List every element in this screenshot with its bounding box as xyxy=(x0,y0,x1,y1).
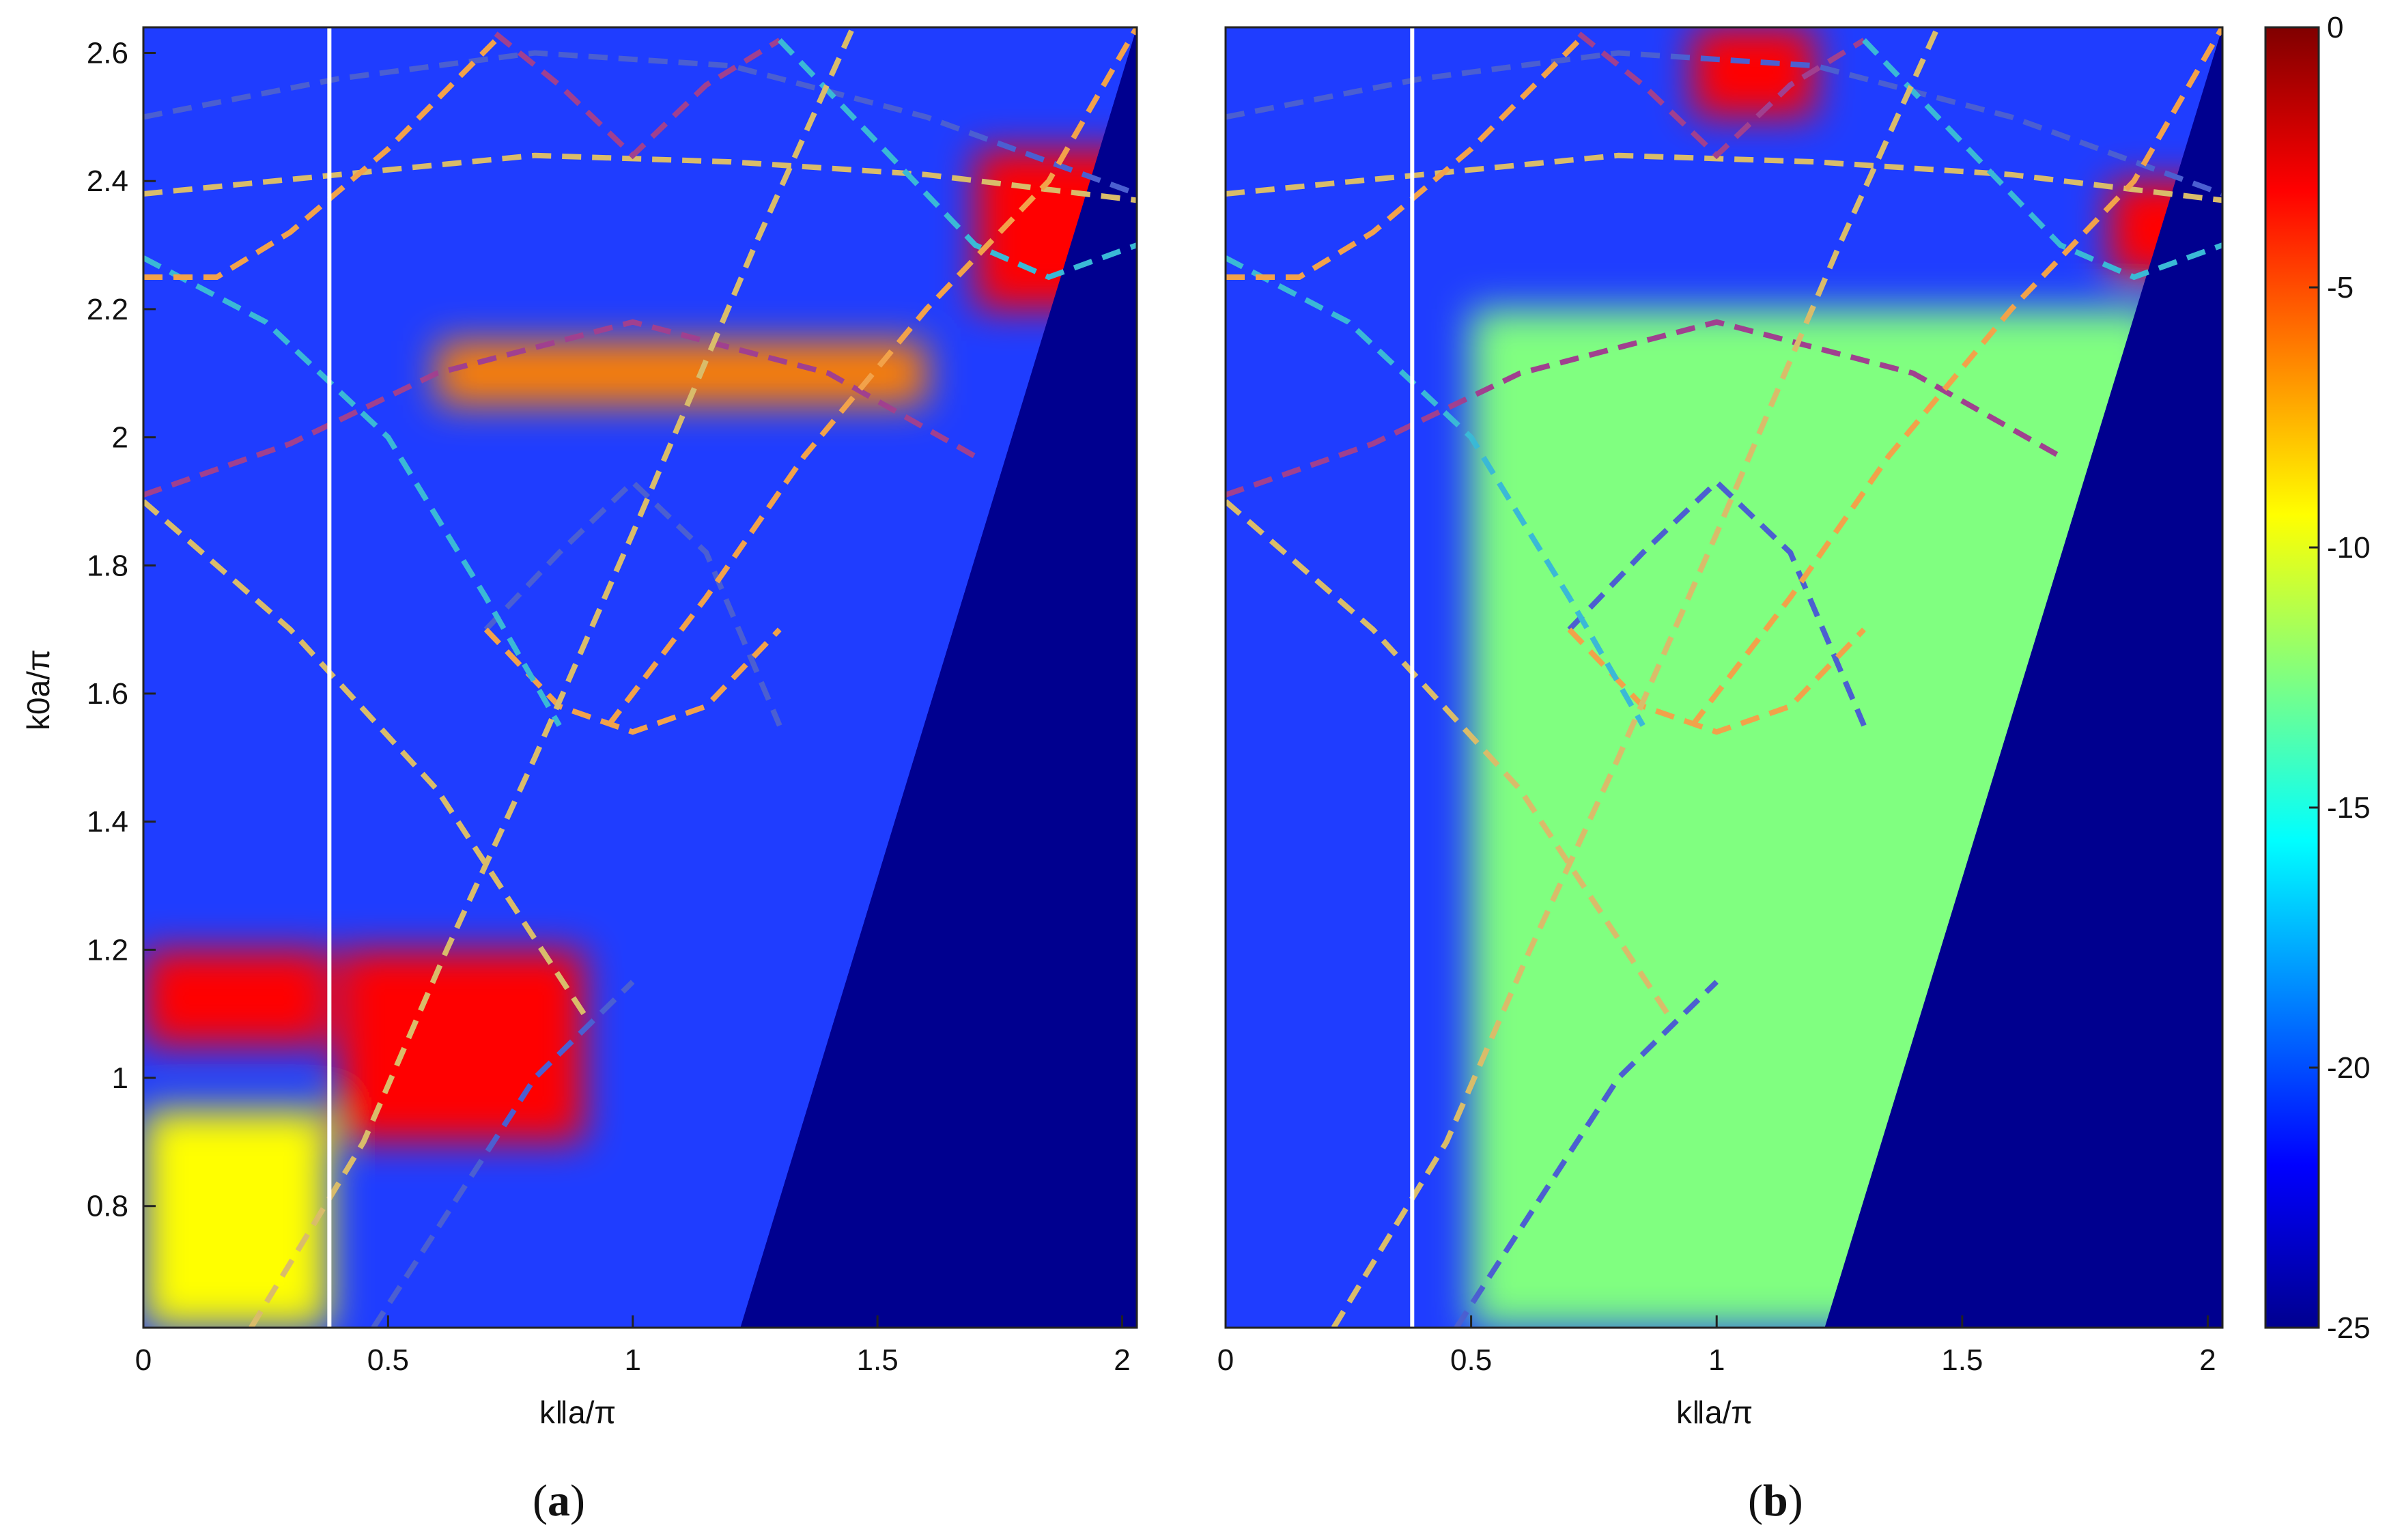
x-tick-label: 2 xyxy=(1114,1343,1130,1377)
colorbar-gradient xyxy=(2264,26,2320,1329)
dashed-curve-band-11 xyxy=(249,27,856,1328)
dashed-curve-band-12 xyxy=(371,980,635,1328)
x-tick-label: 0.5 xyxy=(1450,1343,1492,1377)
dashed-curve-band-10 xyxy=(777,38,1137,281)
panel-caption-a: (a) xyxy=(533,1476,585,1526)
y-tick-label: 1.4 xyxy=(87,805,128,839)
y-tick-label: 1 xyxy=(112,1061,128,1095)
dashed-curve-band-10 xyxy=(1862,38,2222,281)
colorbar-tick-label: -10 xyxy=(2327,531,2371,565)
colorbar-tick-label: -15 xyxy=(2327,791,2371,825)
x-ticks-b: 0 0.5 1 1.5 2 xyxy=(1217,1315,2216,1377)
dashed-curve-band-9 xyxy=(494,31,781,160)
dashed-curve-band-2 xyxy=(483,478,782,727)
heatmap-b xyxy=(1226,27,2222,1328)
x-tick-label: 1 xyxy=(1708,1343,1725,1377)
dashed-curve-band-9 xyxy=(1577,31,1866,160)
y-tick-label: 1.8 xyxy=(87,549,128,582)
heatmap-cell xyxy=(437,341,927,405)
heatmap-cell xyxy=(143,1109,330,1328)
x-tick-label: 0 xyxy=(135,1343,152,1377)
colorbar-tick-label: -25 xyxy=(2327,1311,2371,1345)
dashed-curve-band-5 xyxy=(143,255,562,727)
dashed-curve-band-12 xyxy=(1454,980,1719,1328)
dashed-curve-band-1 xyxy=(143,499,587,1016)
x-tick-label: 1 xyxy=(625,1343,641,1377)
y-tick-label: 2 xyxy=(112,421,128,455)
colorbar-tick-label: -5 xyxy=(2327,271,2354,304)
x-axis-label-a: k‖a/π xyxy=(539,1395,616,1430)
dashed-curve-band-3 xyxy=(1567,627,1866,735)
dashed-curve-band-8 xyxy=(143,38,498,280)
colorbar: 0 -5 -10 -15 -20 -25 xyxy=(2264,11,2371,1345)
y-tick-label: 0.8 xyxy=(87,1190,128,1223)
dashed-curve-band-11 xyxy=(1331,27,1940,1328)
heatmap-cell xyxy=(1692,27,1816,117)
x-ticks-a: 0 0.5 1 1.5 2 xyxy=(135,1315,1131,1377)
dashed-curve-band-5 xyxy=(1226,255,1646,727)
x-tick-label: 1.5 xyxy=(1941,1343,1983,1377)
y-tick-label: 1.2 xyxy=(87,933,128,967)
y-axis-label-a: k0a/π xyxy=(20,649,56,730)
panel-a: 0 0.5 1 1.5 2 0.8 1 1.2 1.4 1.6 1.8 2 2.2 2.4 2.6 k‖a… xyxy=(20,26,1138,1526)
x-tick-label: 0.5 xyxy=(367,1343,409,1377)
dashed-curve-band-8 xyxy=(1226,38,1581,280)
plot-frame-b xyxy=(1224,26,2224,1329)
y-tick-label: 1.6 xyxy=(87,677,128,711)
dashed-curve-band-13 xyxy=(606,27,1137,728)
colorbar-tick-label: 0 xyxy=(2327,11,2343,44)
dashed-curve-band-7 xyxy=(1226,50,2222,197)
heatmap-cell xyxy=(143,950,330,1046)
panel-caption-b: (b) xyxy=(1748,1476,1803,1526)
y-ticks-a: 0.8 1 1.2 1.4 1.6 1.8 2 2.2 2.4 2.6 xyxy=(87,37,156,1223)
heatmap-a xyxy=(143,27,1137,1328)
plot-frame-a xyxy=(142,26,1138,1329)
y-tick-label: 2.2 xyxy=(87,293,128,326)
x-tick-label: 0 xyxy=(1217,1343,1234,1377)
dashed-curve-band-1 xyxy=(1226,499,1670,1016)
panel-b: 0 0.5 1 1.5 2 k‖a/π (b) xyxy=(1217,26,2224,1526)
dashed-curve-band-7 xyxy=(143,50,1137,197)
dashed-curve-band-4 xyxy=(143,319,977,498)
dashed-curve-band-13 xyxy=(1690,27,2222,728)
dashed-curve-band-3 xyxy=(483,627,782,735)
dashed-curve-band-4 xyxy=(1226,319,2062,498)
x-tick-label: 2 xyxy=(2199,1343,2216,1377)
y-tick-label: 2.4 xyxy=(87,165,128,198)
dashed-curve-band-2 xyxy=(1567,478,1867,727)
y-tick-label: 2.6 xyxy=(87,37,128,70)
x-axis-label-b: k‖a/π xyxy=(1676,1395,1753,1430)
colorbar-tick-label: -20 xyxy=(2327,1051,2371,1085)
colorbar-ticks: 0 -5 -10 -15 -20 -25 xyxy=(2309,11,2371,1345)
x-tick-label: 1.5 xyxy=(857,1343,899,1377)
